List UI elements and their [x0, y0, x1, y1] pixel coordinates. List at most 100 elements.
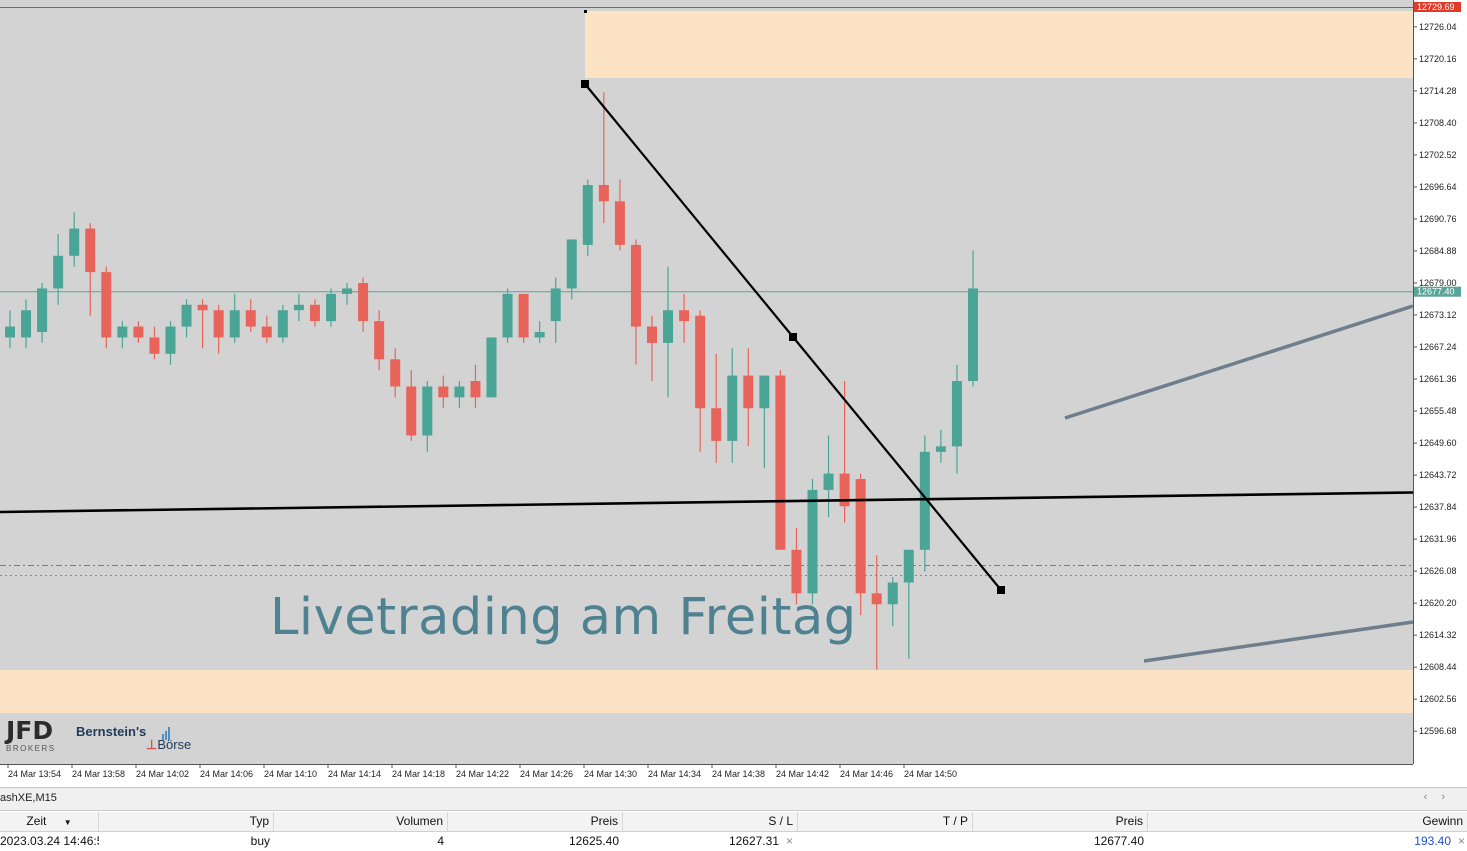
candle-body	[968, 288, 978, 382]
time-tick-label: 24 Mar 14:34	[648, 769, 701, 779]
candle-body	[823, 473, 834, 490]
sort-down-icon: ▼	[63, 818, 72, 827]
candle-body	[5, 326, 15, 338]
candle-body	[727, 375, 738, 441]
price-tick-label: 12620.20	[1419, 598, 1457, 608]
cell-zeit: 2023.03.24 14:46:50	[0, 834, 99, 848]
table-row[interactable]: 2023.03.24 14:46:50 buy 4 12625.40 12627…	[0, 832, 1467, 851]
candle-body	[454, 386, 465, 398]
candle-body	[582, 184, 593, 245]
col-header-zeit[interactable]: Zeit ▼	[0, 812, 99, 831]
price-tick-label: 12602.56	[1419, 694, 1457, 704]
channel-lower-line	[1143, 620, 1414, 663]
candle-body	[245, 310, 256, 327]
candle-body	[406, 386, 417, 436]
bb-logo-sub: ⊥Börse	[146, 737, 192, 752]
candle-body	[743, 375, 754, 409]
current-price-badge-label: 12677.40	[1417, 287, 1455, 297]
candle-body	[887, 582, 898, 605]
candle-body	[919, 451, 930, 550]
col-header-volumen[interactable]: Volumen	[274, 812, 448, 831]
candle-body	[630, 244, 641, 327]
candle-body	[903, 549, 914, 583]
candle-body	[326, 293, 336, 322]
time-tick-label: 24 Mar 14:22	[456, 769, 509, 779]
price-tick-label: 12637.84	[1419, 502, 1457, 512]
tab-scroll-arrows[interactable]: ‹›	[1423, 791, 1459, 803]
current-price-badge	[1414, 286, 1461, 297]
chart-tab-symbol[interactable]: ashXE,M15	[0, 792, 57, 804]
candle-body	[197, 304, 208, 311]
price-tick-label: 12649.60	[1419, 438, 1457, 448]
top-price-badge	[1414, 2, 1461, 12]
plot-background	[0, 0, 1413, 764]
price-tick-label: 12614.32	[1419, 630, 1457, 640]
price-axis-background	[1413, 0, 1467, 787]
candle-body	[679, 310, 690, 322]
candle-body	[647, 326, 657, 343]
price-tick-label: 12702.52	[1419, 150, 1457, 160]
time-tick-label: 24 Mar 13:58	[72, 769, 125, 779]
candle-body	[358, 283, 369, 322]
candle-body	[711, 408, 722, 441]
candle-body	[839, 473, 850, 507]
demand-zone	[0, 670, 1413, 713]
price-tick-label: 12673.12	[1419, 310, 1457, 320]
col-header-gewinn[interactable]: Gewinn	[1422, 814, 1463, 828]
cell-gewinn: 193.40	[1414, 834, 1451, 848]
horizontal-support-line	[0, 491, 1414, 514]
candle-body	[502, 293, 513, 338]
price-tick-label: 12720.16	[1419, 54, 1457, 64]
price-tick-label: 12631.96	[1419, 534, 1457, 544]
time-tick-label: 24 Mar 14:42	[776, 769, 829, 779]
price-tick-label: 12696.64	[1419, 182, 1457, 192]
bar-chart-icon	[162, 727, 170, 740]
cell-sl: 12627.31	[728, 834, 779, 848]
candle-body	[871, 593, 882, 605]
trade-table-header: Zeit ▼ Typ Volumen Preis S / L T / P Pre…	[0, 812, 1467, 832]
jfd-logo-text: JFD	[6, 716, 54, 745]
candle-body	[342, 288, 353, 294]
candle-body	[935, 446, 946, 452]
candle-body	[374, 321, 385, 360]
candle-body	[21, 310, 32, 338]
candle-body	[37, 288, 48, 333]
price-tick-label: 12655.48	[1419, 406, 1457, 416]
trendline-handle	[789, 333, 797, 341]
candle-body	[309, 304, 320, 322]
candle-body	[422, 386, 433, 436]
price-tick-label: 12690.76	[1419, 214, 1457, 224]
price-tick-label: 12608.44	[1419, 662, 1457, 672]
candle-body	[470, 381, 481, 398]
supply-zone	[585, 11, 1413, 78]
time-tick-label: 24 Mar 13:54	[8, 769, 61, 779]
price-tick-label: 12679.00	[1419, 278, 1457, 288]
price-chart[interactable]: 12726.04 12720.16 12714.28 12708.40 12702.52…	[0, 0, 1467, 787]
price-tick-label: 12661.36	[1419, 374, 1457, 384]
candle-body	[53, 255, 64, 289]
candle-body	[101, 272, 112, 338]
candle-body	[69, 228, 80, 256]
col-header-tp[interactable]: T / P	[798, 812, 973, 831]
chart-area[interactable]: 12726.04 12720.16 12714.28 12708.40 12702.52…	[0, 0, 1467, 787]
candle-body	[165, 326, 176, 354]
time-tick-label: 24 Mar 14:02	[136, 769, 189, 779]
col-header-preis2[interactable]: Preis	[973, 812, 1148, 831]
cell-volumen: 4	[437, 834, 444, 848]
candle-body	[438, 386, 449, 398]
price-tick-label: 12596.68	[1419, 726, 1457, 736]
time-tick-label: 24 Mar 14:06	[200, 769, 253, 779]
close-position-icon[interactable]: ×	[1458, 834, 1466, 848]
price-tick-label: 12714.28	[1419, 86, 1457, 96]
bernsteins-boerse-logo: Bernstein's ⊥Börse	[76, 724, 191, 753]
col-header-typ[interactable]: Typ	[99, 812, 274, 831]
time-tick-label: 24 Mar 14:10	[264, 769, 317, 779]
col-header-sl[interactable]: S / L	[623, 812, 798, 831]
candle-body	[566, 239, 577, 289]
cell-typ: buy	[250, 834, 270, 848]
candle-body	[117, 326, 128, 338]
col-header-preis[interactable]: Preis	[448, 812, 623, 831]
sl-remove-icon[interactable]: ×	[786, 834, 794, 848]
trendline-handle	[997, 586, 1005, 594]
candle-body	[534, 332, 545, 338]
